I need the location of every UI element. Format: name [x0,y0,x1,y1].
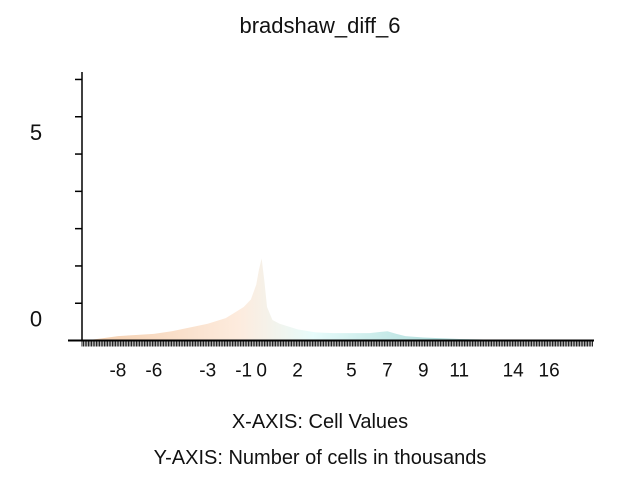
x-tick-label: -6 [145,361,162,382]
y-tick-label: 5 [30,120,42,145]
x-tick-label: 9 [418,361,429,382]
y-axis-label: Y-AXIS: Number of cells in thousands [154,447,487,469]
plot-area: 05-8 -6 -3 -1 0 2 5 7 9 11 14 16 [30,72,594,382]
x-tick-label: -3 [199,361,216,382]
x-axis-label: X-AXIS: Cell Values [232,411,408,433]
chart-title: bradshaw_diff_6 [239,13,400,38]
x-axis-bin-ticks [81,340,593,347]
y-tick-label: 0 [30,307,42,332]
x-tick-label: 7 [382,361,393,382]
x-tick-label: 16 [539,361,560,382]
histogram-area-series-0 [90,258,586,341]
x-tick-label: 11 [449,361,469,382]
x-tick-label: 14 [503,361,525,382]
x-tick-label: 2 [292,361,303,382]
x-tick-label: -1 [235,361,252,382]
x-tick-label: 5 [346,361,357,382]
x-tick-label: -8 [109,361,126,382]
x-tick-label: 0 [256,361,267,382]
